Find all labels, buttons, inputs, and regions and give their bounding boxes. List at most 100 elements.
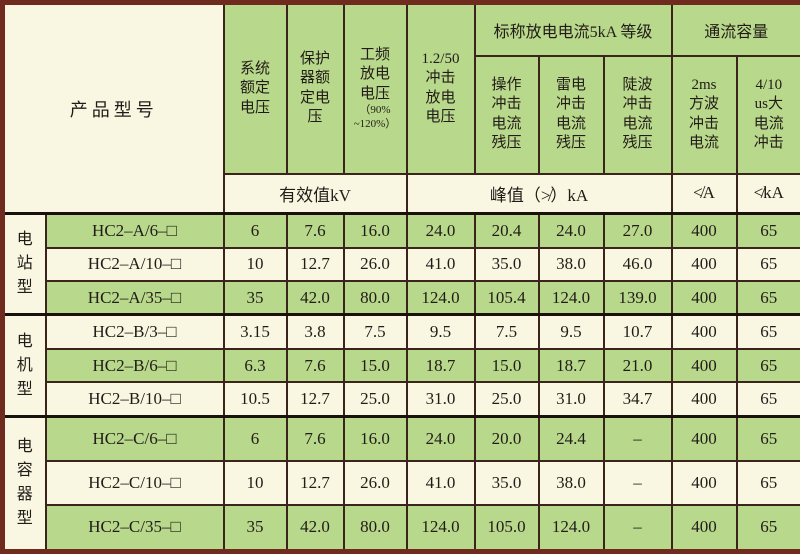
data-cell: 20.0 — [473, 414, 540, 462]
data-cell: 65 — [735, 414, 800, 462]
data-cell: 42.0 — [285, 279, 345, 316]
data-cell: 12.7 — [285, 246, 345, 282]
data-cell: 27.0 — [602, 211, 673, 249]
data-cell: 124.0 — [537, 503, 605, 553]
unit-peak-ka: 峰值（≯）kA — [405, 172, 673, 215]
model-cell: HC2–B/6–□ — [44, 347, 225, 384]
table-row: 电站型 HC2–A/6–□ 6 7.6 16.0 24.0 20.4 24.0 … — [1, 211, 800, 316]
data-cell: 65 — [735, 381, 800, 418]
data-cell: 124.0 — [405, 279, 476, 316]
data-cell: 25.0 — [473, 381, 540, 418]
data-cell: 65 — [735, 211, 800, 249]
unit-rms-kv: 有效值kV — [222, 172, 408, 215]
data-cell: 38.0 — [537, 459, 605, 506]
header-label: 工频 放电 电压 — [359, 46, 390, 102]
data-cell: 38.0 — [537, 246, 605, 282]
header-lightning-impulse-residual: 雷电 冲击 电流 残压 — [537, 54, 605, 175]
group-label-text: 电机型 — [16, 332, 33, 398]
data-cell: 7.5 — [342, 313, 408, 350]
data-cell: 80.0 — [342, 503, 408, 553]
model-cell: HC2–C/35–□ — [44, 503, 225, 553]
header-row-groups: 产品型号 系统 额定 电压 保护 器额 定电 压 工频 放电 电压 （90% ~… — [1, 1, 800, 215]
model-cell: HC2–A/10–□ — [44, 246, 225, 282]
header-4-10us-high-current: 4/10 us大 电流 冲击 — [735, 54, 800, 175]
model-cell: HC2–C/10–□ — [44, 459, 225, 506]
header-impulse-discharge-voltage: 1.2/50 冲击 放电 电压 — [405, 1, 476, 175]
data-cell: 3.15 — [222, 313, 288, 350]
data-cell: 400 — [670, 211, 738, 249]
group-label-capacitor-type: 电容器型 — [1, 414, 47, 553]
data-cell: 25.0 — [342, 381, 408, 418]
data-cell: 46.0 — [602, 246, 673, 282]
group-label-text: 电容器型 — [16, 438, 33, 528]
table-row: 电机型 HC2–B/3–□ 3.15 3.8 7.5 9.5 7.5 9.5 1… — [1, 313, 800, 418]
data-cell: 7.6 — [285, 347, 345, 384]
model-cell: HC2–A/35–□ — [44, 279, 225, 316]
data-cell: 24.0 — [405, 414, 476, 462]
data-cell: 31.0 — [405, 381, 476, 418]
data-cell: – — [602, 414, 673, 462]
data-cell: 26.0 — [342, 246, 408, 282]
data-cell: 105.0 — [473, 503, 540, 553]
data-cell: 6.3 — [222, 347, 288, 384]
data-cell: – — [602, 459, 673, 506]
data-cell: 41.0 — [405, 246, 476, 282]
data-cell: 7.6 — [285, 414, 345, 462]
data-cell: 10 — [222, 459, 288, 506]
data-cell: 124.0 — [537, 279, 605, 316]
data-cell: 65 — [735, 279, 800, 316]
data-cell: 35.0 — [473, 459, 540, 506]
unit-min-a: ≮A — [670, 172, 738, 215]
table-row: 电容器型 HC2–C/6–□ 6 7.6 16.0 24.0 20.0 24.4… — [1, 414, 800, 553]
data-cell: 9.5 — [405, 313, 476, 350]
product-model-header: 产品型号 — [1, 1, 225, 215]
units-row: 有效值kV 峰值（≯）kA ≮A ≮kA — [3, 172, 800, 215]
data-cell: 6 — [222, 414, 288, 462]
table-row: HC2–B/6–□ 6.3 7.6 15.0 18.7 15.0 18.7 21… — [3, 347, 800, 384]
data-cell: 7.6 — [285, 211, 345, 249]
table-row: HC2–C/10–□ 10 12.7 26.0 41.0 35.0 38.0 –… — [3, 459, 800, 506]
data-cell: 16.0 — [342, 414, 408, 462]
data-cell: 35 — [222, 279, 288, 316]
model-cell: HC2–B/3–□ — [44, 313, 225, 350]
data-cell: 10.7 — [602, 313, 673, 350]
data-cell: 105.4 — [473, 279, 540, 316]
data-cell: 20.4 — [473, 211, 540, 249]
data-cell: 400 — [670, 503, 738, 553]
data-cell: 400 — [670, 246, 738, 282]
group-label-motor-type: 电机型 — [1, 313, 47, 418]
data-cell: 124.0 — [405, 503, 476, 553]
data-cell: 7.5 — [473, 313, 540, 350]
data-cell: 65 — [735, 503, 800, 553]
model-cell: HC2–C/6–□ — [44, 414, 225, 462]
data-cell: 80.0 — [342, 279, 408, 316]
data-cell: 18.7 — [405, 347, 476, 384]
data-cell: 16.0 — [342, 211, 408, 249]
data-cell: 21.0 — [602, 347, 673, 384]
data-cell: 15.0 — [473, 347, 540, 384]
data-cell: 6 — [222, 211, 288, 249]
data-cell: 12.7 — [285, 459, 345, 506]
data-cell: 12.7 — [285, 381, 345, 418]
data-cell: 139.0 — [602, 279, 673, 316]
data-cell: 34.7 — [602, 381, 673, 418]
data-cell: 65 — [735, 246, 800, 282]
model-cell: HC2–A/6–□ — [44, 211, 225, 249]
data-cell: 400 — [670, 459, 738, 506]
table-row: HC2–B/10–□ 10.5 12.7 25.0 31.0 25.0 31.0… — [3, 381, 800, 418]
data-cell: 400 — [670, 381, 738, 418]
data-cell: 26.0 — [342, 459, 408, 506]
header-row-subcolumns: 操作 冲击 电流 残压 雷电 冲击 电流 残压 陡波 冲击 电流 残压 2ms … — [3, 54, 800, 175]
header-group-current-capacity: 通流容量 — [670, 1, 800, 57]
data-cell: 31.0 — [537, 381, 605, 418]
header-group-nominal-discharge-current: 标称放电电流5kA 等级 — [473, 1, 673, 57]
data-cell: 9.5 — [537, 313, 605, 350]
data-cell: 400 — [670, 414, 738, 462]
header-switching-impulse-residual: 操作 冲击 电流 残压 — [473, 54, 540, 175]
data-cell: 41.0 — [405, 459, 476, 506]
table-row: HC2–A/10–□ 10 12.7 26.0 41.0 35.0 38.0 4… — [3, 246, 800, 282]
header-note: （90% ~120%） — [353, 104, 397, 130]
data-cell: 400 — [670, 313, 738, 350]
header-power-frequency-discharge-voltage: 工频 放电 电压 （90% ~120%） — [342, 1, 408, 175]
